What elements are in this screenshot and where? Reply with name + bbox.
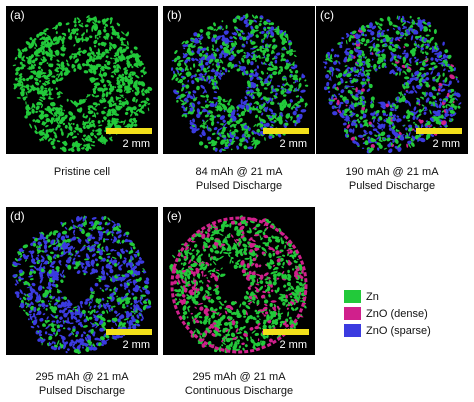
- legend-label: Zn: [366, 290, 379, 303]
- caption-e: 295 mAh @ 21 mA Continuous Discharge: [154, 370, 324, 398]
- caption-line: Continuous Discharge: [184, 385, 294, 397]
- panel-d-image: [12, 215, 152, 354]
- panel-label: (d): [10, 209, 25, 223]
- scale-bar-label: 2 mm: [279, 138, 308, 150]
- panel-d: (d) 2 mm: [6, 207, 158, 355]
- legend-label: ZnO (dense): [366, 307, 428, 320]
- legend-swatch: [344, 324, 361, 337]
- legend-item-zno-dense: ZnO (dense): [344, 305, 431, 322]
- legend-swatch: [344, 307, 361, 320]
- caption-a: Pristine cell: [0, 165, 167, 179]
- legend-item-zn: Zn: [344, 288, 431, 305]
- panel-c: (c) 2 mm: [316, 6, 468, 154]
- scale-bar: [263, 329, 309, 335]
- scale-bar-label: 2 mm: [122, 339, 151, 351]
- panel-e-image: [169, 215, 308, 354]
- scale-bar-label: 2 mm: [432, 138, 461, 150]
- legend-item-zno-sparse: ZnO (sparse): [344, 322, 431, 339]
- panel-b-image: [170, 13, 309, 153]
- panel-label: (e): [167, 209, 182, 223]
- caption-line: Pulsed Discharge: [195, 180, 283, 192]
- caption-line: 295 mAh @ 21 mA: [192, 371, 286, 383]
- panel-b: (b) 2 mm: [163, 6, 315, 154]
- panel-a: (a) 2 mm: [6, 6, 158, 154]
- caption-line: Pristine cell: [53, 166, 111, 178]
- panel-label: (b): [167, 8, 182, 22]
- caption-c: 190 mAh @ 21 mA Pulsed Discharge: [307, 165, 474, 193]
- scale-bar-label: 2 mm: [122, 138, 151, 150]
- scale-bar: [416, 128, 462, 134]
- caption-d: 295 mAh @ 21 mA Pulsed Discharge: [0, 370, 167, 398]
- legend-label: ZnO (sparse): [366, 324, 431, 337]
- panel-label: (c): [320, 8, 334, 22]
- scale-bar: [106, 128, 152, 134]
- caption-line: 190 mAh @ 21 mA: [345, 166, 439, 178]
- panel-e: (e) 2 mm: [163, 207, 315, 355]
- caption-line: 295 mAh @ 21 mA: [35, 371, 129, 383]
- legend-swatch: [344, 290, 361, 303]
- legend: Zn ZnO (dense) ZnO (sparse): [344, 288, 431, 339]
- caption-line: 84 mAh @ 21 mA: [195, 166, 283, 178]
- scale-bar-label: 2 mm: [279, 339, 308, 351]
- scale-bar: [106, 329, 152, 335]
- scale-bar: [263, 128, 309, 134]
- caption-line: Pulsed Discharge: [38, 385, 126, 397]
- panel-a-image: [12, 15, 153, 153]
- panel-label: (a): [10, 8, 25, 22]
- caption-line: Pulsed Discharge: [348, 180, 436, 192]
- caption-b: 84 mAh @ 21 mA Pulsed Discharge: [154, 165, 324, 193]
